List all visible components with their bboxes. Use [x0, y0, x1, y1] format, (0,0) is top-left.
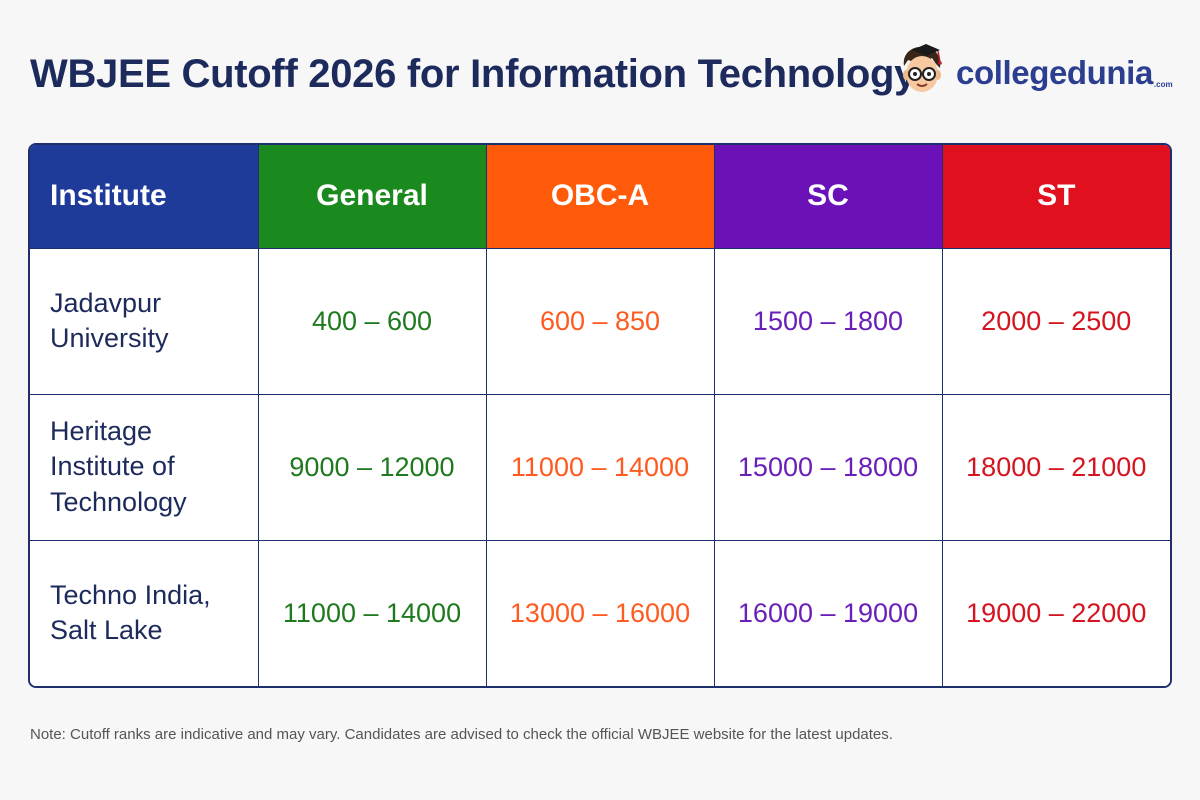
header-st: ST [941, 145, 1170, 249]
institute-cell: Techno India, Salt Lake [30, 539, 259, 686]
sc-cell: 1500 – 1800 [713, 247, 943, 395]
header-obc-a: OBC-A [485, 145, 715, 249]
header-sc: SC [713, 145, 943, 249]
general-cell: 11000 – 14000 [257, 539, 487, 686]
institute-cell: Jadavpur University [30, 247, 259, 395]
brand-name: collegedunia [956, 53, 1153, 91]
student-mascot-icon [896, 42, 948, 103]
general-cell: 9000 – 12000 [257, 393, 487, 541]
institute-cell: Heritage Institute of Technology [30, 393, 259, 541]
table-row: Heritage Institute of Technology 9000 – … [30, 393, 1170, 541]
header-institute: Institute [30, 145, 259, 249]
sc-cell: 16000 – 19000 [713, 539, 943, 686]
general-cell: 400 – 600 [257, 247, 487, 395]
table-header-row: Institute General OBC-A SC ST [30, 145, 1170, 249]
page-title: WBJEE Cutoff 2026 for Information Techno… [30, 52, 917, 96]
st-cell: 19000 – 22000 [941, 539, 1170, 686]
sc-cell: 15000 – 18000 [713, 393, 943, 541]
obc-a-cell: 11000 – 14000 [485, 393, 715, 541]
table-row: Techno India, Salt Lake 11000 – 14000 13… [30, 539, 1170, 686]
table-row: Jadavpur University 400 – 600 600 – 850 … [30, 247, 1170, 395]
obc-a-cell: 600 – 850 [485, 247, 715, 395]
st-cell: 2000 – 2500 [941, 247, 1170, 395]
footer-note: Note: Cutoff ranks are indicative and ma… [30, 726, 893, 743]
brand-suffix: .com [1153, 80, 1173, 89]
cutoff-table: Institute General OBC-A SC ST Jadavpur U… [28, 143, 1172, 688]
st-cell: 18000 – 21000 [941, 393, 1170, 541]
brand-logo[interactable]: collegedunia .com [896, 42, 1173, 103]
obc-a-cell: 13000 – 16000 [485, 539, 715, 686]
header-general: General [257, 145, 487, 249]
